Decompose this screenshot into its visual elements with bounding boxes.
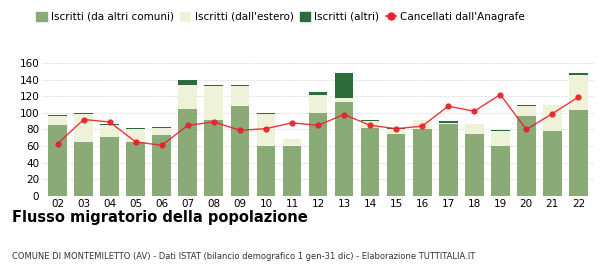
Bar bbox=[230, 85, 249, 86]
Bar bbox=[100, 137, 119, 196]
Bar bbox=[127, 142, 145, 196]
Bar bbox=[205, 86, 223, 120]
Bar bbox=[543, 104, 562, 105]
Bar bbox=[308, 95, 328, 113]
Bar bbox=[413, 129, 431, 196]
Bar bbox=[569, 110, 588, 196]
Bar bbox=[361, 121, 379, 128]
Bar bbox=[491, 146, 509, 196]
Bar bbox=[335, 98, 353, 102]
Bar bbox=[413, 120, 431, 129]
Bar bbox=[387, 134, 406, 196]
Bar bbox=[465, 124, 484, 125]
Bar bbox=[517, 105, 536, 106]
Bar bbox=[48, 116, 67, 125]
Bar bbox=[100, 124, 119, 125]
Bar bbox=[178, 109, 197, 196]
Bar bbox=[308, 92, 328, 95]
Bar bbox=[74, 114, 93, 142]
Bar bbox=[387, 129, 406, 134]
Bar bbox=[361, 128, 379, 196]
Bar bbox=[48, 115, 67, 116]
Bar bbox=[205, 85, 223, 86]
Bar bbox=[335, 73, 353, 98]
Bar bbox=[335, 102, 353, 196]
Bar bbox=[127, 129, 145, 142]
Bar bbox=[517, 116, 536, 196]
Bar bbox=[48, 125, 67, 196]
Bar bbox=[439, 124, 458, 196]
Bar bbox=[230, 86, 249, 106]
Bar bbox=[74, 113, 93, 114]
Bar bbox=[308, 113, 328, 196]
Bar bbox=[152, 127, 171, 128]
Bar bbox=[74, 142, 93, 196]
Bar bbox=[178, 85, 197, 109]
Bar bbox=[491, 130, 509, 131]
Bar bbox=[205, 120, 223, 196]
Bar bbox=[152, 135, 171, 196]
Bar bbox=[230, 106, 249, 196]
Bar bbox=[257, 114, 275, 146]
Bar bbox=[127, 128, 145, 129]
Bar bbox=[361, 120, 379, 121]
Bar bbox=[517, 106, 536, 116]
Bar bbox=[152, 128, 171, 135]
Bar bbox=[178, 80, 197, 85]
Bar bbox=[439, 123, 458, 124]
Bar bbox=[283, 146, 301, 196]
Bar bbox=[465, 125, 484, 134]
Bar bbox=[543, 105, 562, 131]
Bar bbox=[100, 125, 119, 137]
Legend: Iscritti (da altri comuni), Iscritti (dall'estero), Iscritti (altri), Cancellati: Iscritti (da altri comuni), Iscritti (da… bbox=[36, 12, 525, 22]
Bar bbox=[257, 146, 275, 196]
Bar bbox=[569, 74, 588, 110]
Bar bbox=[439, 121, 458, 123]
Bar bbox=[257, 113, 275, 114]
Text: COMUNE DI MONTEMILETTO (AV) - Dati ISTAT (bilancio demografico 1 gen-31 dic) - E: COMUNE DI MONTEMILETTO (AV) - Dati ISTAT… bbox=[12, 252, 475, 261]
Text: Flusso migratorio della popolazione: Flusso migratorio della popolazione bbox=[12, 210, 308, 225]
Bar bbox=[491, 131, 509, 146]
Bar bbox=[387, 128, 406, 129]
Bar bbox=[543, 131, 562, 196]
Bar bbox=[283, 139, 301, 146]
Bar bbox=[465, 134, 484, 196]
Bar bbox=[569, 73, 588, 74]
